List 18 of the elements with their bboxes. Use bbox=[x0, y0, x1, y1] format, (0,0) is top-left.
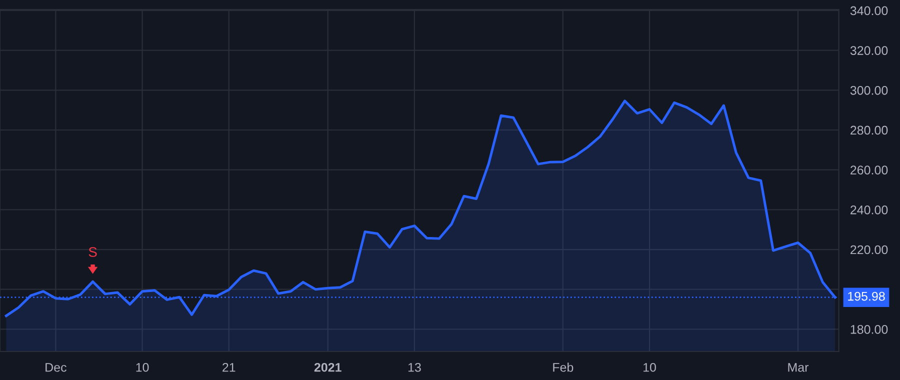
x-tick-label: Dec bbox=[46, 363, 66, 372]
y-tick-label: 280.00 bbox=[850, 126, 888, 135]
y-tick-label: 300.00 bbox=[850, 86, 888, 95]
x-tick-label: 10 bbox=[136, 362, 149, 372]
x-tick-label: 13 bbox=[408, 362, 421, 372]
x-tick-label: Mar bbox=[788, 363, 809, 372]
ref-line-label: 195.98 bbox=[848, 292, 885, 301]
y-tick-label: 340.00 bbox=[850, 6, 888, 16]
y-tick-label: 220.00 bbox=[850, 245, 888, 254]
x-tick-label: 10 bbox=[644, 362, 656, 372]
y-tick-label: 180.00 bbox=[850, 324, 888, 334]
x-tick-label: 21 bbox=[222, 362, 236, 372]
y-tick-label: 320.00 bbox=[850, 46, 888, 55]
y-tick-label: 260.00 bbox=[850, 166, 888, 174]
x-tick-label: Feb bbox=[553, 362, 574, 372]
x-tick-label: 2021 bbox=[314, 362, 342, 372]
annotation: S bbox=[88, 247, 97, 257]
y-tick-label: 240.00 bbox=[850, 205, 888, 214]
